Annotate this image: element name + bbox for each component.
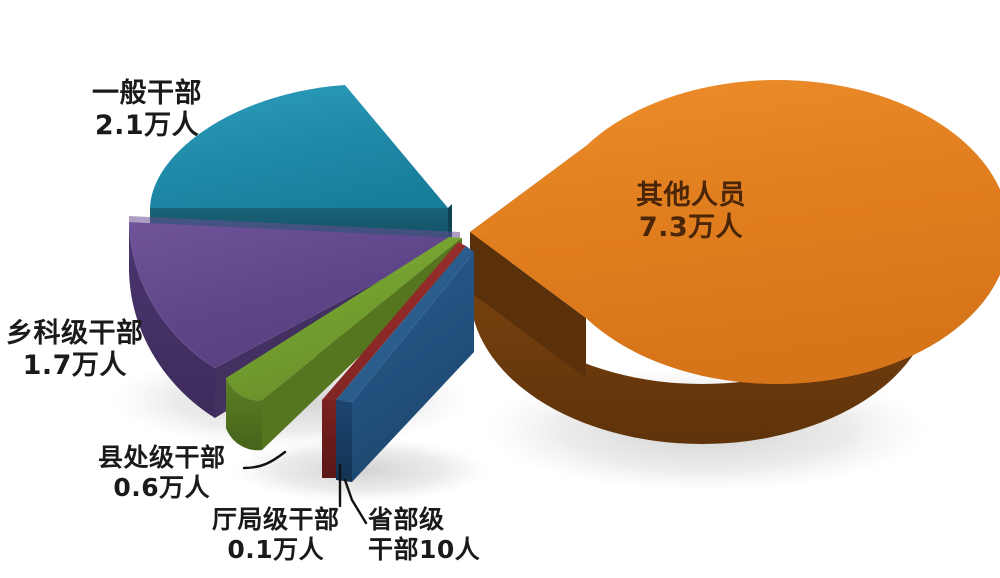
- slice-label-bureau: 厅局级干部 0.1万人: [212, 505, 340, 564]
- slice-label-general-value: 2.1万人: [94, 109, 200, 141]
- slice-label-other-name: 其他人员: [636, 180, 746, 211]
- slice-label-county: 县处级干部 0.6万人: [98, 443, 226, 502]
- slice-label-township-name: 乡科级干部: [6, 318, 144, 349]
- leader-lines: [242, 450, 368, 525]
- slice-label-township: 乡科级干部 1.7万人: [6, 318, 144, 382]
- pie-slice-county[interactable]: [226, 237, 462, 451]
- leader-line-provincial: [343, 478, 368, 525]
- slice-label-general: 一般干部 2.1万人: [92, 78, 202, 142]
- slice-label-township-value: 1.7万人: [22, 349, 127, 381]
- slice-label-county-value: 0.6万人: [113, 472, 211, 502]
- slice-label-provincial: 省部级 干部10人: [368, 505, 480, 564]
- slice-label-county-name: 县处级干部: [98, 443, 226, 472]
- slice-label-bureau-name: 厅局级干部: [212, 505, 340, 534]
- slice-label-general-name: 一般干部: [92, 78, 202, 109]
- pie-slice-other[interactable]: [470, 80, 1000, 444]
- pie-slice-bureau[interactable]: [336, 246, 474, 482]
- slice-label-bureau-value: 0.1万人: [227, 534, 325, 564]
- leader-line-county: [242, 450, 287, 470]
- slice-label-other: 其他人员 7.3万人: [636, 180, 746, 244]
- slice-label-other-value: 7.3万人: [638, 211, 744, 243]
- slice-label-provincial-value: 干部10人: [368, 534, 481, 564]
- slice-label-provincial-name: 省部级: [368, 505, 445, 534]
